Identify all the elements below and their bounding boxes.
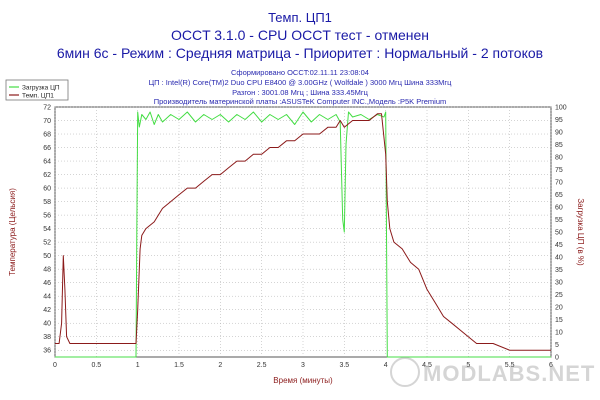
y-left-tick-label: 54 <box>43 226 51 233</box>
test-parameters: 6мин 6с - Режим : Средняя матрица - Прио… <box>56 45 544 61</box>
x-tick-label: 4.5 <box>422 362 432 369</box>
test-name: OCCT 3.1.0 - CPU OCCT тест - отменен <box>170 27 430 43</box>
x-tick-label: 6 <box>549 362 553 369</box>
y-right-tick-label: 10 <box>555 330 563 337</box>
y-left-tick-label: 48 <box>43 267 51 274</box>
x-tick-label: 5 <box>466 362 470 369</box>
y-left-tick-label: 50 <box>43 253 51 260</box>
y-left-tick-label: 40 <box>43 321 51 328</box>
x-tick-label: 5.5 <box>505 362 515 369</box>
y-right-tick-label: 20 <box>555 305 563 312</box>
generated-info: Сформировано OCCT:02.11.11 23:08:04 <box>231 68 369 77</box>
y-right-tick-label: 90 <box>555 130 563 137</box>
watermark-logo-icon <box>390 357 420 387</box>
y-left-tick-label: 52 <box>43 240 51 247</box>
y-left-tick-label: 38 <box>43 334 51 341</box>
overclock-info: Разгон : 3001.08 Мгц ; Шина 333.45Мгц <box>232 88 368 97</box>
y-right-tick-label: 45 <box>555 242 563 249</box>
y-left-tick-label: 58 <box>43 199 51 206</box>
legend-temp-label: Темп. ЦП1 <box>22 93 54 100</box>
y-axis-label-right: Загрузка ЦП (в %) <box>576 198 585 266</box>
y-left-tick-label: 36 <box>43 348 51 355</box>
y-right-tick-label: 35 <box>555 267 563 274</box>
x-tick-label: 1 <box>136 362 140 369</box>
y-right-tick-label: 75 <box>555 167 563 174</box>
plot-area <box>54 106 552 358</box>
y-left-tick-label: 56 <box>43 213 51 220</box>
y-left-tick-label: 62 <box>43 172 51 179</box>
y-left-tick-label: 68 <box>43 132 51 139</box>
y-right-tick-label: 85 <box>555 142 563 149</box>
y-left-tick-label: 66 <box>43 145 51 152</box>
y-right-tick-label: 70 <box>555 180 563 187</box>
legend-load-label: Загрузка ЦП <box>22 85 60 92</box>
y-left-tick-label: 44 <box>43 294 51 301</box>
y-axis-label-left: Температура (Цельсия) <box>8 188 17 276</box>
x-tick-label: 4 <box>384 362 388 369</box>
watermark: MODLABS.NET <box>390 357 595 387</box>
y-right-tick-label: 0 <box>555 355 559 362</box>
y-right-tick-label: 65 <box>555 192 563 199</box>
y-right-tick-label: 15 <box>555 317 563 324</box>
y-right-tick-label: 60 <box>555 205 563 212</box>
legend: Загрузка ЦП Темп. ЦП1 <box>5 79 69 101</box>
x-tick-label: 3 <box>301 362 305 369</box>
y-left-tick-label: 60 <box>43 186 51 193</box>
x-axis-label: Время (минуты) <box>273 376 333 385</box>
y-left-tick-label: 46 <box>43 280 51 287</box>
cpu-temperature-series-line <box>55 113 551 351</box>
y-right-tick-label: 95 <box>555 117 563 124</box>
y-right-tick-label: 25 <box>555 292 563 299</box>
tick-labels: 0 0.5 1 1.5 2 2.5 3 3.5 4 4.5 5 5.5 6 36 38 40 42 44 46 48 5… <box>43 105 567 370</box>
y-left-tick-label: 42 <box>43 307 51 314</box>
y-right-tick-label: 40 <box>555 255 563 262</box>
cpu-info: ЦП : Intel(R) Core(TM)2 Duo CPU E8400 @ … <box>148 78 452 87</box>
x-tick-label: 3.5 <box>339 362 349 369</box>
x-tick-label: 1.5 <box>174 362 184 369</box>
x-tick-label: 2 <box>218 362 222 369</box>
x-tick-label: 2.5 <box>257 362 267 369</box>
watermark-text: MODLABS.NET <box>423 361 595 386</box>
y-left-tick-label: 72 <box>43 105 51 112</box>
y-right-tick-label: 5 <box>555 342 559 349</box>
y-right-tick-label: 100 <box>555 105 567 112</box>
y-right-tick-label: 30 <box>555 280 563 287</box>
y-left-tick-label: 70 <box>43 118 51 125</box>
y-right-tick-label: 50 <box>555 230 563 237</box>
motherboard-info: Производитель материнской платы :ASUSTeK… <box>153 97 447 106</box>
cpu-load-series-line <box>55 111 551 358</box>
series-group <box>55 111 551 358</box>
y-right-tick-label: 80 <box>555 155 563 162</box>
chart-title: Темп. ЦП1 <box>268 10 332 25</box>
y-right-tick-label: 55 <box>555 217 563 224</box>
x-tick-label: 0.5 <box>91 362 101 369</box>
y-left-tick-label: 64 <box>43 159 51 166</box>
x-tick-label: 0 <box>53 362 57 369</box>
